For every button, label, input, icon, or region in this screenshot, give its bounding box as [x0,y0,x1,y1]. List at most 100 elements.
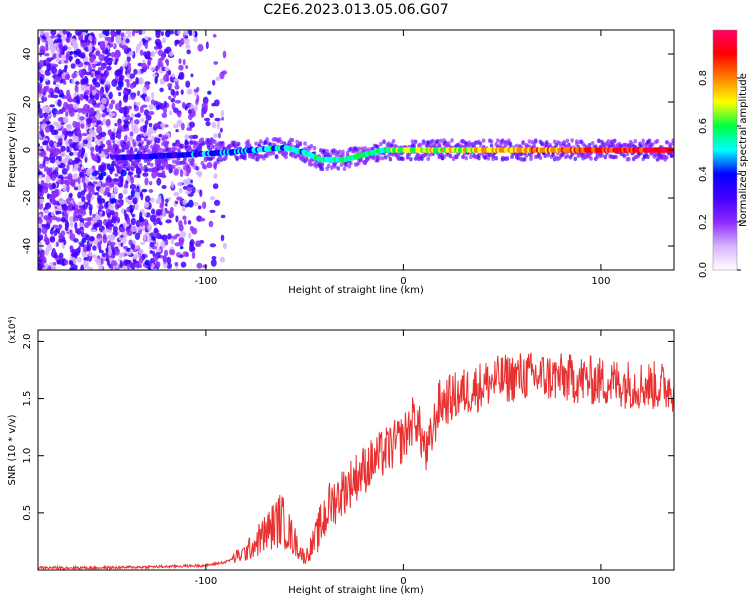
noise-speckle [118,237,125,241]
noise-speckle [89,235,95,242]
noise-speckle [109,167,113,175]
noise-speckle [83,75,88,84]
noise-speckle [85,95,89,102]
noise-speckle [172,142,177,147]
ridge-halo [138,162,143,168]
noise-speckle [68,192,73,198]
ridge-halo [565,153,570,159]
noise-speckle [50,145,57,154]
noise-speckle [153,227,159,234]
noise-speckle [58,252,64,260]
noise-speckle [104,36,110,41]
noise-speckle [164,58,169,64]
noise-speckle [144,177,149,186]
ridge-halo [668,142,672,147]
noise-speckle [48,125,55,131]
noise-speckle [130,225,137,233]
noise-speckle [115,37,122,45]
noise-speckle [144,95,151,103]
ridge-halo [622,153,627,159]
noise-speckle [110,197,117,204]
noise-speckle [212,34,217,38]
noise-speckle [184,38,190,45]
noise-speckle [87,168,94,174]
noise-speckle [210,144,215,150]
noise-speckle [99,249,104,254]
noise-speckle [98,150,102,154]
ridge-halo [156,166,160,172]
noise-speckle [39,45,46,54]
noise-speckle [107,57,113,62]
noise-speckle [89,208,93,216]
noise-speckle [110,192,116,200]
noise-speckle [38,184,43,193]
ridge-halo [145,167,149,172]
noise-speckle [102,230,107,235]
noise-speckle [213,199,221,206]
noise-speckle [213,61,219,65]
noise-speckle [48,42,54,48]
noise-speckle [158,133,163,138]
noise-speckle [169,30,175,35]
ridge-halo [597,138,601,144]
ridge-halo [191,159,195,164]
noise-speckle [69,217,74,223]
noise-speckle [60,145,66,152]
ridge-halo [338,149,342,154]
noise-speckle [159,102,165,110]
noise-speckle [133,245,140,250]
noise-speckle [128,171,134,176]
ridge-halo [295,139,299,145]
noise-speckle [136,174,141,179]
noise-speckle [41,105,47,111]
noise-speckle [140,117,145,123]
noise-speckle [101,113,106,118]
ridge-halo [428,152,432,157]
noise-speckle [45,120,51,125]
x-tick-label: 0 [400,276,406,287]
noise-speckle [126,262,131,270]
ridge-halo [132,141,137,146]
noise-speckle [171,102,176,110]
noise-speckle [126,79,130,88]
noise-speckle [197,205,202,210]
noise-speckle [47,168,51,176]
noise-speckle [173,107,179,114]
ridge-halo [309,162,314,167]
ridge-halo [412,143,416,148]
noise-speckle [218,132,221,139]
ridge-halo [116,161,121,166]
noise-speckle [143,109,150,117]
noise-speckle [96,113,102,117]
noise-speckle [83,184,90,189]
noise-speckle [143,218,149,227]
ridge-halo [265,137,269,142]
noise-speckle [107,244,112,250]
noise-speckle [51,66,57,75]
ridge-halo [221,143,225,148]
noise-speckle [105,70,110,77]
noise-speckle [79,206,85,214]
noise-speckle [110,260,118,267]
colorbar-tick-label: 0.6 [698,118,709,134]
noise-speckle [64,226,69,231]
noise-speckle [97,214,102,220]
noise-speckle [135,76,139,85]
noise-speckle [50,198,57,205]
noise-speckle [170,88,176,96]
noise-speckle [191,251,196,259]
noise-speckle [51,216,58,221]
noise-speckle [50,265,57,270]
noise-speckle [111,78,118,87]
noise-speckle [100,97,108,105]
noise-speckle [49,104,56,108]
noise-speckle [94,222,101,228]
noise-speckle [69,202,73,209]
noise-speckle [109,234,116,241]
noise-speckle [87,219,91,226]
noise-speckle [60,216,67,223]
spectrogram-x-ticks: -100 0 100 [195,30,610,287]
noise-speckle [52,224,59,229]
noise-speckle [65,130,72,135]
ridge-halo [671,141,674,146]
